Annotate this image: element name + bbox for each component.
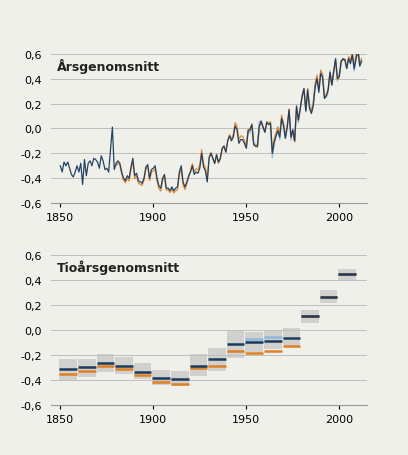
Bar: [152, 370, 170, 385]
Bar: [171, 371, 188, 386]
Bar: [115, 357, 133, 374]
Bar: [97, 354, 114, 373]
Bar: [338, 269, 356, 280]
Bar: [208, 348, 226, 371]
Text: Årsgenomsnitt: Årsgenomsnitt: [57, 59, 160, 74]
Bar: [301, 310, 319, 324]
Bar: [283, 328, 300, 347]
Bar: [264, 330, 282, 349]
Bar: [320, 291, 337, 303]
Bar: [60, 359, 77, 380]
Bar: [134, 364, 151, 379]
Bar: [190, 354, 207, 376]
Bar: [227, 330, 244, 358]
Bar: [78, 359, 95, 378]
Text: Tioårsgenomsnitt: Tioårsgenomsnitt: [57, 260, 180, 275]
Bar: [245, 332, 263, 352]
